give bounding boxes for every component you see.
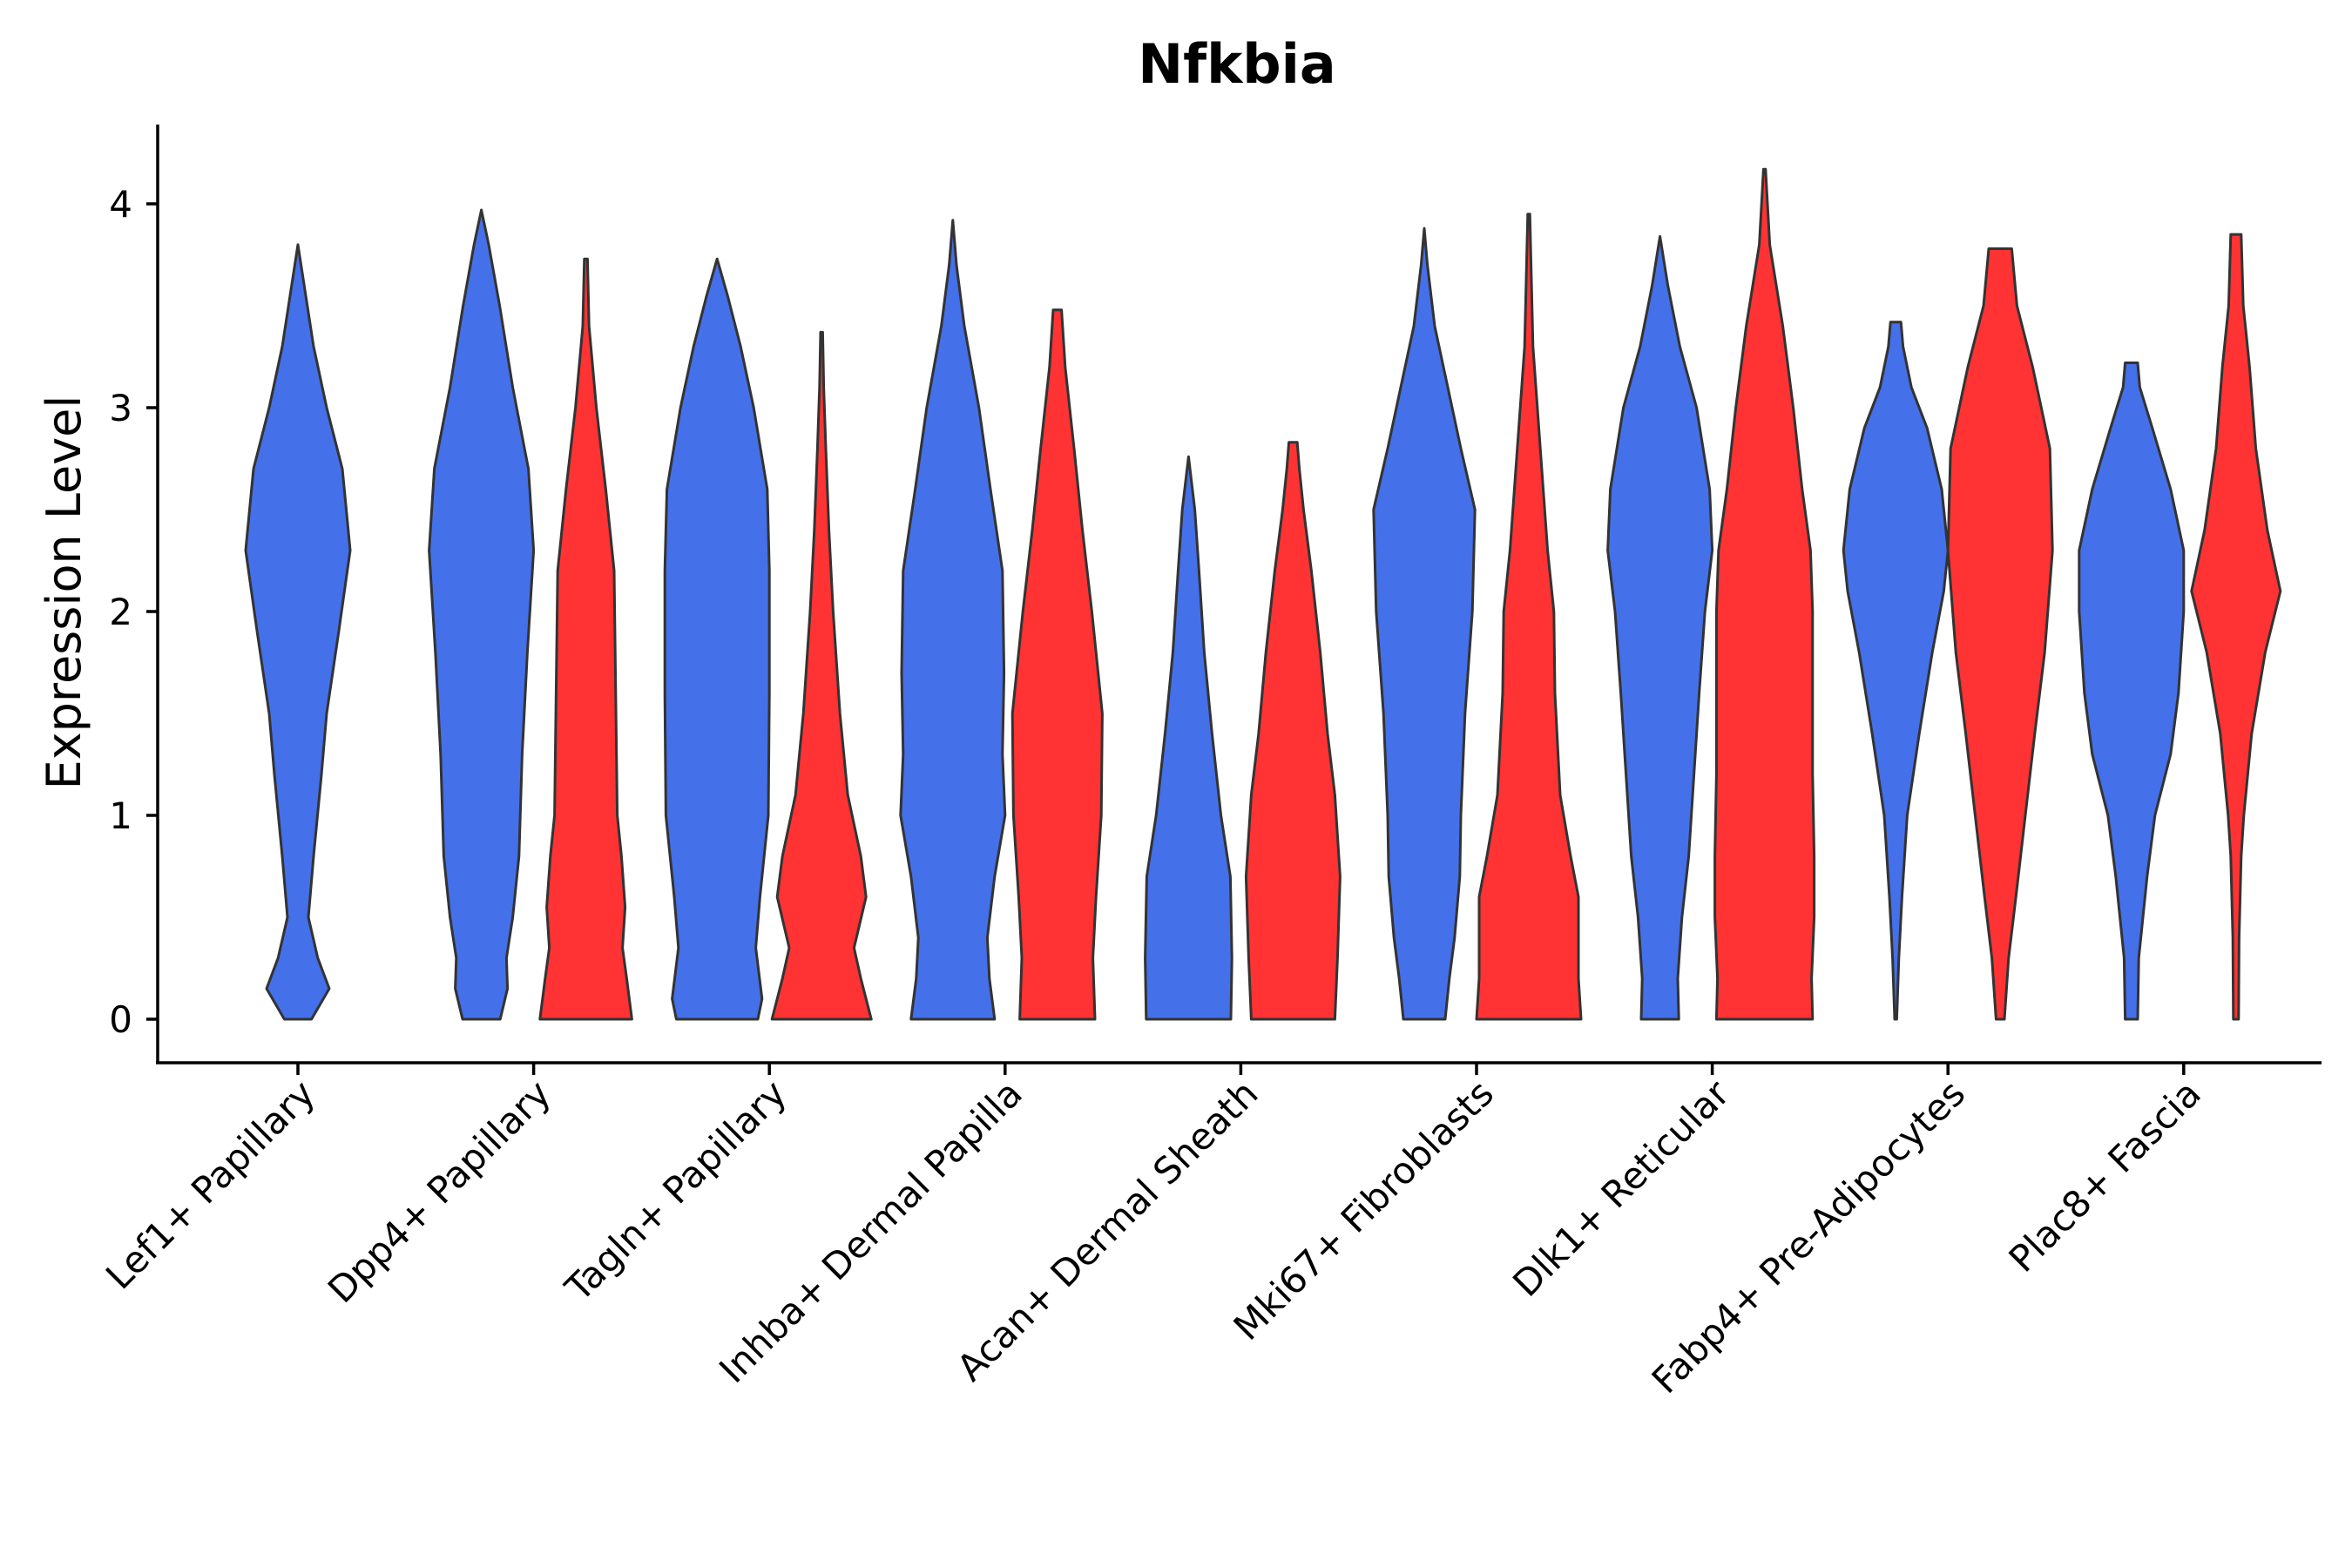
violin-layer xyxy=(244,167,2282,1021)
violin-group-2-inhba-dermal-papilla xyxy=(1010,308,1104,1021)
violin-group-2-tagln-papillary xyxy=(770,330,873,1021)
violin-group-1-tagln-papillary xyxy=(663,257,771,1021)
x-tick-label: Plac8+ Fascia xyxy=(2001,1071,2209,1280)
violin-group-2-fabp4-pre-adipocytes xyxy=(1946,247,2054,1021)
violin-group-1-fabp4-pre-adipocytes xyxy=(1842,321,1950,1021)
x-tick-label: Dlk1+ Reticular xyxy=(1504,1071,1738,1305)
violin-group-2-dpp4-papillary xyxy=(538,257,633,1021)
violin-group-1-inhba-dermal-papilla xyxy=(899,219,1007,1021)
violin-group-1-lef1-papillary xyxy=(244,243,352,1021)
x-tick-label: Dpp4+ Papillary xyxy=(320,1071,559,1311)
y-tick-label: 4 xyxy=(109,183,132,226)
violin-group-2-dlk1-reticular xyxy=(1713,167,1816,1021)
violin-group-1-dlk1-reticular xyxy=(1606,234,1714,1021)
x-tick-label: Tagln+ Papillary xyxy=(557,1071,794,1309)
y-tick-label: 1 xyxy=(109,794,132,837)
violin-group-1-plac8-fascia xyxy=(2078,362,2186,1021)
x-tick-label: Lef1+ Papillary xyxy=(98,1071,323,1297)
y-tick-label: 3 xyxy=(109,387,132,429)
violin-group-2-mki67-fibroblasts xyxy=(1475,213,1583,1021)
chart-title: Nfkbia xyxy=(1138,32,1336,96)
x-tick-label: Mki67+ Fibroblasts xyxy=(1226,1071,1502,1348)
violin-group-2-acan-dermal-sheath xyxy=(1244,441,1342,1021)
violin-group-1-mki67-fibroblasts xyxy=(1372,226,1477,1021)
violin-group-1-dpp4-papillary xyxy=(428,208,536,1021)
y-axis-label: Expression Level xyxy=(37,395,91,790)
y-tick-label: 0 xyxy=(109,998,132,1041)
y-axis-ticks: 0 1 2 3 4 xyxy=(109,183,158,1041)
y-tick-label: 2 xyxy=(109,591,132,633)
violin-group-2-plac8-fascia xyxy=(2190,233,2282,1021)
violin-group-1-acan-dermal-sheath xyxy=(1144,455,1233,1021)
